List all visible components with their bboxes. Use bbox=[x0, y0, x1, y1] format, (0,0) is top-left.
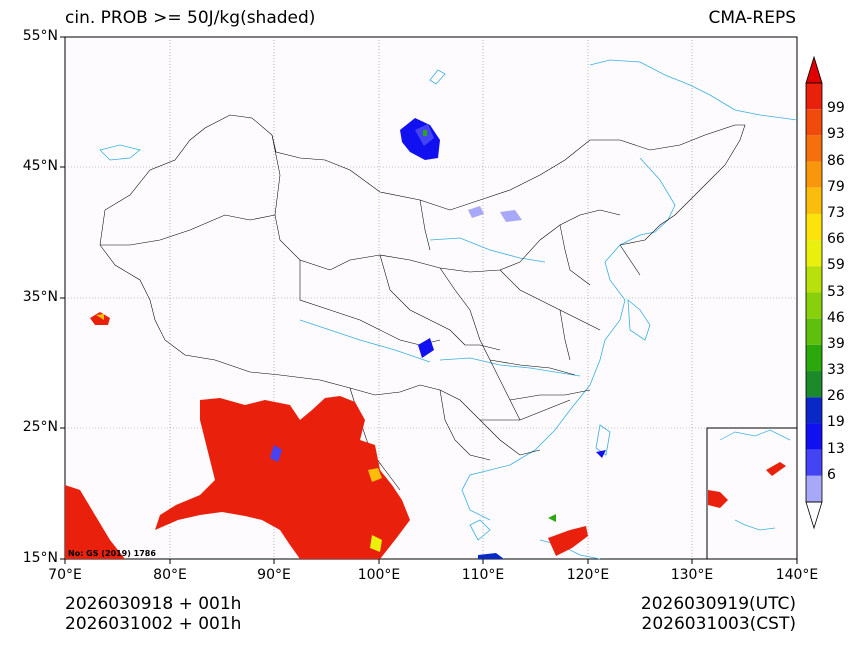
valid-time-cst: 2026031003(CST) bbox=[641, 614, 796, 634]
colorbar-segment bbox=[806, 109, 822, 136]
colorbar-segment bbox=[806, 449, 822, 476]
colorbar-tick-label: 26 bbox=[827, 388, 845, 405]
x-tick-label: 90°E bbox=[257, 567, 291, 583]
y-tick-label: 55°N bbox=[22, 28, 58, 44]
init-time-block: 2026030918 + 001h 2026031002 + 001h bbox=[65, 594, 241, 634]
valid-time-utc: 2026030919(UTC) bbox=[640, 594, 796, 614]
colorbar-segment bbox=[806, 240, 822, 267]
init-time-utc: 2026030918 + 001h bbox=[65, 594, 242, 614]
colorbar-border bbox=[805, 82, 823, 503]
init-time-cst: 2026031002 + 001h bbox=[65, 614, 242, 634]
x-tick-label: 80°E bbox=[153, 567, 187, 583]
x-tick-label: 100°E bbox=[357, 567, 401, 583]
colorbar-tick-label: 93 bbox=[827, 126, 845, 143]
x-tick-label: 110°E bbox=[461, 567, 505, 583]
boundaries bbox=[99, 114, 746, 491]
colorbar-tick-label: 73 bbox=[827, 204, 845, 221]
colorbar-tick-label: 33 bbox=[827, 362, 845, 379]
inset-high-prob-patch bbox=[708, 490, 728, 508]
colorbar-segment bbox=[806, 371, 822, 398]
y-tick-label: 15°N bbox=[22, 550, 58, 566]
colorbar-segment bbox=[806, 83, 822, 110]
high-prob-patches bbox=[65, 312, 588, 559]
colorbar-tick-label: 19 bbox=[827, 414, 845, 431]
colorbar-segment bbox=[806, 318, 822, 345]
colorbar-segment bbox=[806, 344, 822, 372]
colorbar-segment bbox=[806, 292, 822, 319]
x-tick-label: 140°E bbox=[775, 567, 819, 583]
valid-time-block: 2026030919(UTC) 2026031003(CST) bbox=[641, 594, 796, 634]
inset-map-frame bbox=[706, 427, 798, 560]
colorbar-under-arrow bbox=[805, 501, 823, 530]
x-tick-label: 70°E bbox=[48, 567, 82, 583]
colorbar-tick-label: 66 bbox=[827, 231, 845, 248]
colorbar-tick-label: 99 bbox=[827, 100, 845, 117]
colorbar-tick-label: 46 bbox=[827, 309, 845, 326]
model-name: CMA-REPS bbox=[708, 8, 796, 28]
y-tick-label: 45°N bbox=[22, 158, 58, 174]
colorbar-segment bbox=[806, 423, 822, 450]
colorbar-over-arrow bbox=[805, 55, 823, 84]
colorbar-segment bbox=[806, 266, 822, 293]
inset-stripe-patch bbox=[766, 462, 786, 476]
y-tick-label: 35°N bbox=[22, 289, 58, 305]
colorbar-segment bbox=[806, 161, 822, 188]
colorbar-segment bbox=[806, 187, 822, 214]
map-approval-note: No: GS (2019) 1786 bbox=[68, 549, 156, 558]
colorbar-tick-label: 59 bbox=[827, 257, 845, 274]
graticule bbox=[65, 37, 797, 559]
colorbar-tick-label: 53 bbox=[827, 283, 845, 300]
colorbar-tick-label: 79 bbox=[827, 178, 845, 195]
colorbar-segment bbox=[806, 397, 822, 424]
low-prob-patches bbox=[400, 118, 606, 559]
x-tick-label: 120°E bbox=[566, 567, 610, 583]
colorbar-tick-label: 13 bbox=[827, 440, 845, 457]
y-tick-label: 25°N bbox=[22, 419, 58, 435]
colorbar bbox=[805, 55, 823, 530]
colorbar-tick-label: 6 bbox=[827, 466, 836, 483]
colorbar-tick-label: 39 bbox=[827, 335, 845, 352]
axis-ticks bbox=[60, 36, 798, 564]
map-title: cin. PROB >= 50J/kg(shaded) bbox=[65, 8, 316, 28]
colorbar-segment bbox=[806, 475, 822, 502]
colorbar-segment bbox=[806, 135, 822, 162]
x-tick-label: 130°E bbox=[670, 567, 714, 583]
colorbar-tick-label: 86 bbox=[827, 152, 845, 169]
inset-features bbox=[719, 429, 791, 531]
colorbar-segment bbox=[806, 213, 822, 241]
